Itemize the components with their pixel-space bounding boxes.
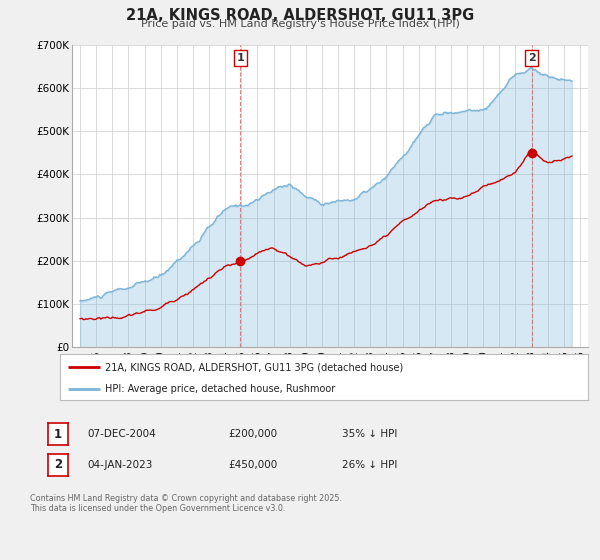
Text: 04-JAN-2023: 04-JAN-2023	[87, 460, 152, 470]
Text: 2: 2	[528, 53, 536, 63]
Text: £450,000: £450,000	[228, 460, 277, 470]
Text: 07-DEC-2004: 07-DEC-2004	[87, 429, 156, 439]
Text: 26% ↓ HPI: 26% ↓ HPI	[342, 460, 397, 470]
Text: 1: 1	[236, 53, 244, 63]
Text: £200,000: £200,000	[228, 429, 277, 439]
Text: 35% ↓ HPI: 35% ↓ HPI	[342, 429, 397, 439]
Text: Price paid vs. HM Land Registry's House Price Index (HPI): Price paid vs. HM Land Registry's House …	[140, 19, 460, 29]
Text: HPI: Average price, detached house, Rushmoor: HPI: Average price, detached house, Rush…	[105, 384, 335, 394]
Text: This data is licensed under the Open Government Licence v3.0.: This data is licensed under the Open Gov…	[30, 504, 286, 513]
Text: 21A, KINGS ROAD, ALDERSHOT, GU11 3PG (detached house): 21A, KINGS ROAD, ALDERSHOT, GU11 3PG (de…	[105, 362, 403, 372]
Text: 2: 2	[54, 458, 62, 472]
Text: Contains HM Land Registry data © Crown copyright and database right 2025.: Contains HM Land Registry data © Crown c…	[30, 494, 342, 503]
Text: 21A, KINGS ROAD, ALDERSHOT, GU11 3PG: 21A, KINGS ROAD, ALDERSHOT, GU11 3PG	[126, 8, 474, 24]
Text: 1: 1	[54, 427, 62, 441]
